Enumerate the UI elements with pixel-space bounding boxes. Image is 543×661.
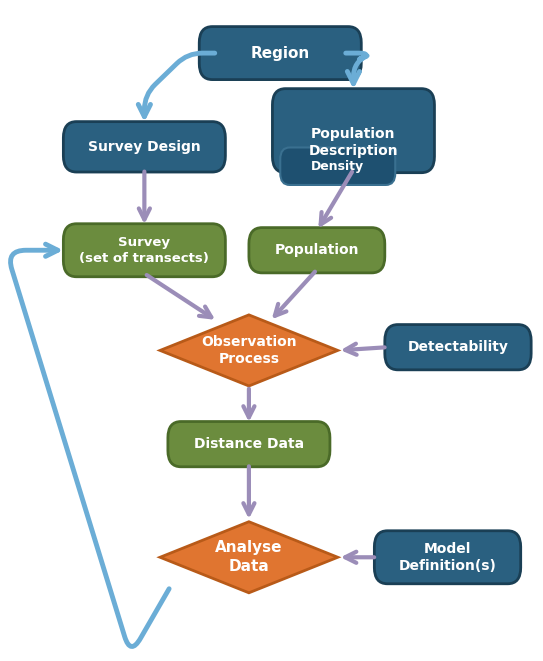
FancyBboxPatch shape bbox=[64, 223, 225, 277]
Text: Region: Region bbox=[251, 46, 310, 61]
Text: Analyse
Data: Analyse Data bbox=[215, 541, 283, 574]
Text: Observation
Process: Observation Process bbox=[201, 334, 296, 366]
Text: Distance Data: Distance Data bbox=[194, 437, 304, 451]
Polygon shape bbox=[160, 315, 338, 386]
Text: Population: Population bbox=[275, 243, 359, 257]
FancyBboxPatch shape bbox=[249, 227, 385, 273]
FancyBboxPatch shape bbox=[385, 325, 531, 369]
Text: Survey
(set of transects): Survey (set of transects) bbox=[79, 236, 209, 265]
FancyBboxPatch shape bbox=[64, 122, 225, 172]
FancyBboxPatch shape bbox=[199, 26, 361, 79]
Text: Population
Description: Population Description bbox=[308, 127, 398, 158]
Text: Survey Design: Survey Design bbox=[88, 140, 201, 154]
Text: Density: Density bbox=[311, 160, 364, 173]
FancyBboxPatch shape bbox=[168, 422, 330, 467]
Text: Detectability: Detectability bbox=[408, 340, 508, 354]
Text: Model
Definition(s): Model Definition(s) bbox=[399, 541, 496, 573]
FancyBboxPatch shape bbox=[273, 89, 434, 173]
FancyBboxPatch shape bbox=[280, 147, 395, 185]
FancyBboxPatch shape bbox=[374, 531, 521, 584]
Polygon shape bbox=[160, 522, 338, 593]
